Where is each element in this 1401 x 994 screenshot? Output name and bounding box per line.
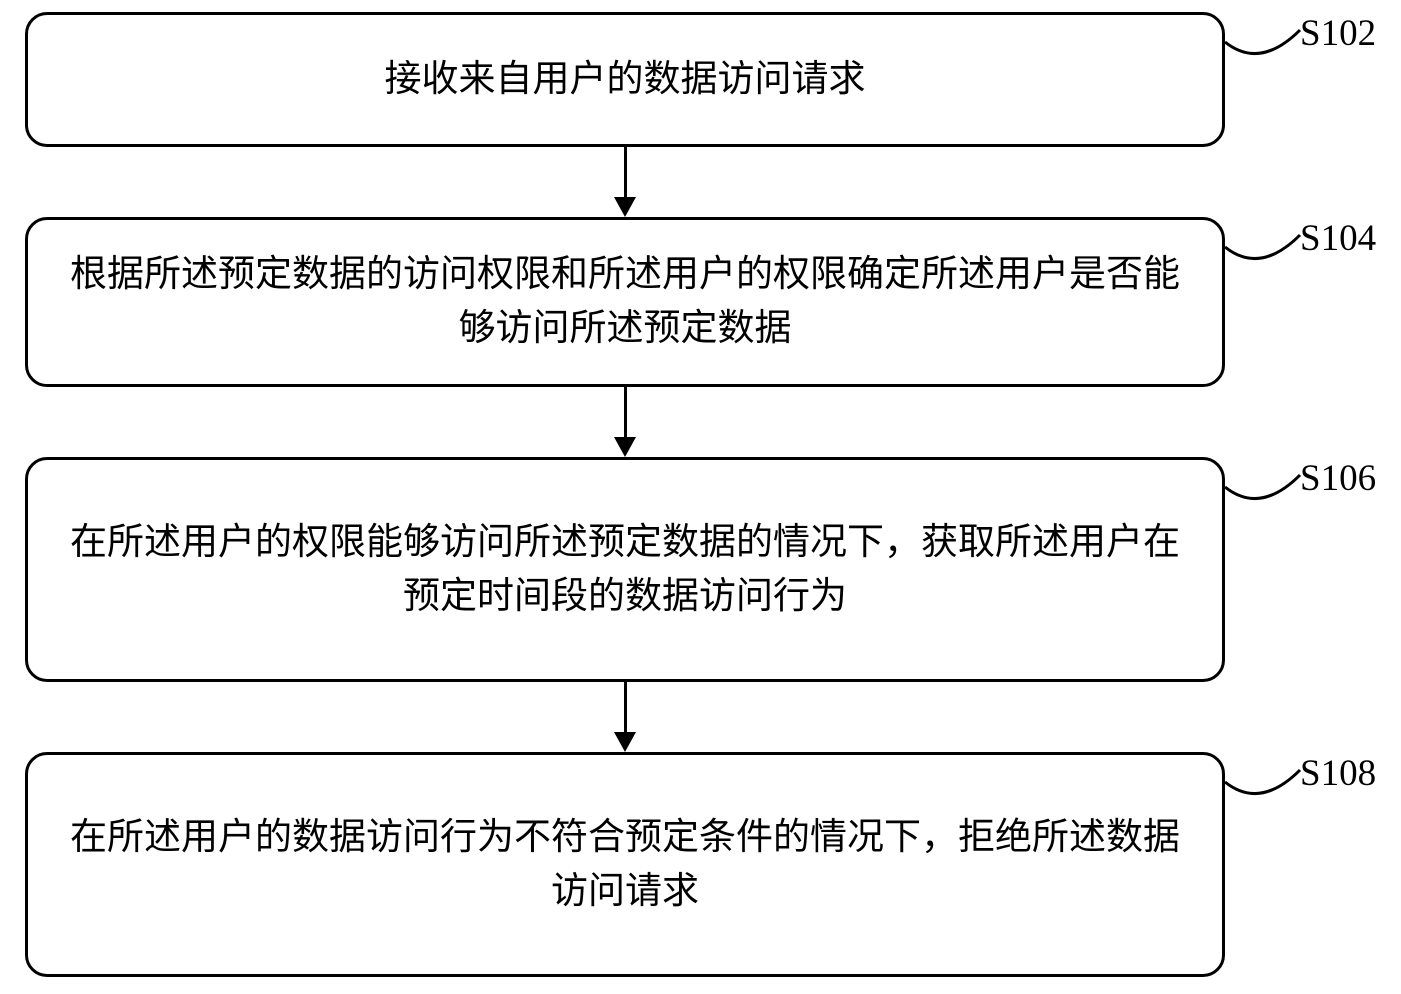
arrow-head-icon: [614, 732, 636, 752]
arrow-head-icon: [614, 197, 636, 217]
step-box-s108: 在所述用户的数据访问行为不符合预定条件的情况下，拒绝所述数据访问请求: [25, 752, 1225, 977]
step-box-s102: 接收来自用户的数据访问请求: [25, 12, 1225, 147]
arrow-line: [624, 387, 627, 437]
step-label-s106: S106: [1300, 457, 1376, 500]
step-text: 根据所述预定数据的访问权限和所述用户的权限确定所述用户是否能够访问所述预定数据: [58, 248, 1192, 355]
step-text: 接收来自用户的数据访问请求: [385, 53, 866, 107]
step-box-s104: 根据所述预定数据的访问权限和所述用户的权限确定所述用户是否能够访问所述预定数据: [25, 217, 1225, 387]
step-label-s108: S108: [1300, 752, 1376, 795]
step-label-s102: S102: [1300, 12, 1376, 55]
arrow-line: [624, 682, 627, 732]
step-text: 在所述用户的权限能够访问所述预定数据的情况下，获取所述用户在预定时间段的数据访问…: [58, 516, 1192, 623]
step-box-s106: 在所述用户的权限能够访问所述预定数据的情况下，获取所述用户在预定时间段的数据访问…: [25, 457, 1225, 682]
step-label-s104: S104: [1300, 217, 1376, 260]
arrow-line: [624, 147, 627, 197]
arrow-head-icon: [614, 437, 636, 457]
flowchart-canvas: 接收来自用户的数据访问请求 S102 根据所述预定数据的访问权限和所述用户的权限…: [0, 0, 1401, 994]
step-text: 在所述用户的数据访问行为不符合预定条件的情况下，拒绝所述数据访问请求: [58, 811, 1192, 918]
